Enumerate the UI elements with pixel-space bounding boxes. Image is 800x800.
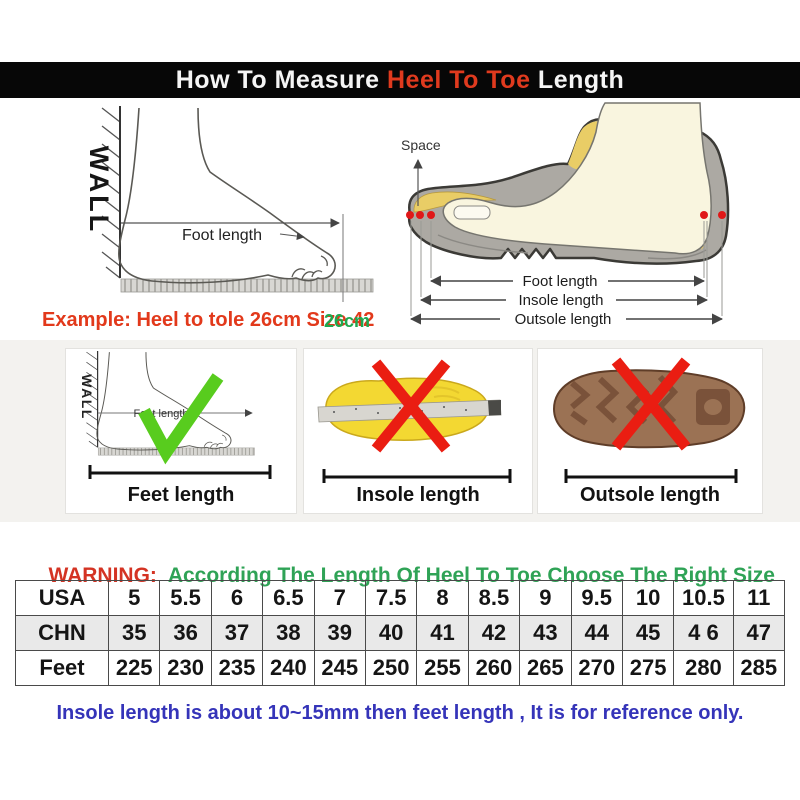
size-table-cell: 245 — [313, 650, 366, 686]
size-table-cell: 270 — [570, 650, 623, 686]
size-table-cell: 47 — [732, 615, 786, 651]
size-table-row-header: CHN — [15, 615, 109, 651]
size-table-cell: 9 — [519, 580, 572, 616]
size-table-cell: 38 — [262, 615, 315, 651]
size-table-cell: 240 — [262, 650, 315, 686]
ruler-measurement-value: 26cm — [324, 311, 371, 331]
cross-mark-icon — [371, 359, 451, 453]
feet-length-caption: Feet length — [127, 484, 235, 506]
method-box-insole-length: Insole length — [303, 348, 533, 514]
size-table-cell: 10 — [621, 580, 675, 616]
size-table-row: USA 5 5.5 6 6.5 7 7.5 8 8.5 9 9.5 10 10.5 11 — [15, 580, 786, 616]
shoe-outsole-length-label: Outsole length — [515, 311, 612, 328]
foot-inside-shoe-shape — [442, 102, 712, 255]
size-table-row: CHN 35 36 37 38 39 40 41 42 43 44 45 4 6 47 — [15, 615, 786, 651]
size-table-cell: 280 — [673, 650, 734, 686]
size-table-cell: 8 — [416, 580, 469, 616]
size-table-cell: 9.5 — [570, 580, 623, 616]
size-table-cell: 4 6 — [673, 615, 734, 651]
size-table-cell: 5 — [107, 580, 161, 616]
size-table-cell: 36 — [159, 615, 212, 651]
insole-length-caption: Insole length — [356, 484, 480, 506]
size-table-cell: 225 — [107, 650, 161, 686]
size-table-cell: 10.5 — [673, 580, 734, 616]
size-table-cell: 43 — [519, 615, 572, 651]
size-table-cell: 42 — [467, 615, 521, 651]
method-box-outsole-length: Outsole length — [537, 348, 763, 514]
size-table-cell: 230 — [159, 650, 212, 686]
foot-length-label: Foot length — [182, 227, 262, 244]
size-table-cell: 8.5 — [467, 580, 521, 616]
wall-label: WALL — [84, 146, 114, 234]
size-table-cell: 37 — [210, 615, 264, 651]
wall-label-small: WALL — [79, 374, 95, 420]
size-table-cell: 7 — [313, 580, 366, 616]
size-table-row-header: Feet — [15, 650, 109, 686]
shoe-insole-length-label: Insole length — [518, 292, 603, 309]
size-table-cell: 5.5 — [159, 580, 212, 616]
size-table-cell: 39 — [313, 615, 366, 651]
size-table-row-header: USA — [15, 580, 109, 616]
cross-mark-icon — [611, 357, 691, 451]
example-text: Example: Heel to tole 26cm Size 42 — [42, 309, 375, 331]
size-table-cell: 40 — [364, 615, 418, 651]
toe-detail — [453, 205, 491, 220]
size-table-cell: 260 — [467, 650, 521, 686]
size-table-cell: 35 — [107, 615, 161, 651]
shoe-foot-length-label: Foot length — [522, 273, 597, 290]
title-suffix: Length — [530, 65, 625, 94]
page-title: How To Measure Heel To Toe Length — [0, 62, 800, 98]
title-highlight: Heel To Toe — [387, 65, 531, 94]
method-boxes-strip: WALL Foot length Feet length — [0, 340, 800, 522]
size-table-cell: 255 — [416, 650, 469, 686]
method-box-feet-length: WALL Foot length Feet length — [65, 348, 297, 514]
size-chart-table: USA 5 5.5 6 6.5 7 7.5 8 8.5 9 9.5 10 10.5 11 CHN 35 36 37… — [15, 580, 786, 686]
shoe-cross-section-diagram: Space Foot length Insole length Outsole … — [401, 102, 730, 328]
size-table-cell: 275 — [621, 650, 675, 686]
check-mark-icon — [138, 373, 224, 465]
size-table-cell: 11 — [732, 580, 786, 616]
measure-point-dots — [406, 211, 726, 219]
space-label: Space — [401, 137, 441, 153]
outsole-length-caption: Outsole length — [580, 484, 720, 506]
size-table-cell: 235 — [210, 650, 264, 686]
size-table-row: Feet 225 230 235 240 245 250 255 260 265 270 275 280… — [15, 650, 786, 686]
foot-measure-diagram: WALL Foot length — [84, 106, 374, 302]
size-table-cell: 45 — [621, 615, 675, 651]
size-table-cell: 41 — [416, 615, 469, 651]
size-table-cell: 265 — [519, 650, 572, 686]
size-table-cell: 44 — [570, 615, 623, 651]
size-table-cell: 6 — [210, 580, 264, 616]
size-table-cell: 7.5 — [364, 580, 418, 616]
size-table-cell: 285 — [732, 650, 786, 686]
title-prefix: How To Measure — [175, 65, 387, 94]
size-table-cell: 250 — [364, 650, 418, 686]
size-table-cell: 6.5 — [262, 580, 315, 616]
footnote: Insole length is about 10~15mm then feet… — [56, 702, 744, 724]
